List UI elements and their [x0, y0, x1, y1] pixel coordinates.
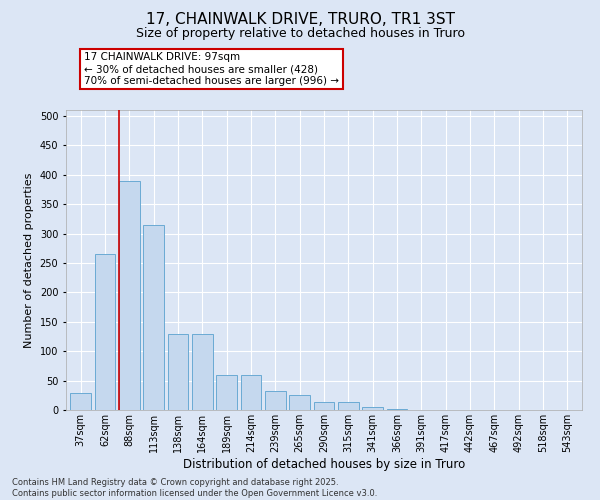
Bar	[241, 374, 262, 410]
Bar	[119, 180, 140, 410]
X-axis label: Distribution of detached houses by size in Truro: Distribution of detached houses by size …	[183, 458, 465, 470]
Bar	[143, 224, 164, 410]
Bar	[192, 334, 212, 410]
Bar	[216, 374, 237, 410]
Text: Contains HM Land Registry data © Crown copyright and database right 2025.
Contai: Contains HM Land Registry data © Crown c…	[12, 478, 377, 498]
Bar	[314, 402, 334, 410]
Bar	[95, 254, 115, 410]
Text: 17, CHAINWALK DRIVE, TRURO, TR1 3ST: 17, CHAINWALK DRIVE, TRURO, TR1 3ST	[146, 12, 455, 28]
Bar	[167, 334, 188, 410]
Bar	[362, 407, 383, 410]
Y-axis label: Number of detached properties: Number of detached properties	[24, 172, 34, 348]
Bar	[338, 402, 359, 410]
Text: Size of property relative to detached houses in Truro: Size of property relative to detached ho…	[136, 28, 464, 40]
Bar	[70, 393, 91, 410]
Bar	[265, 390, 286, 410]
Bar	[289, 396, 310, 410]
Text: 17 CHAINWALK DRIVE: 97sqm
← 30% of detached houses are smaller (428)
70% of semi: 17 CHAINWALK DRIVE: 97sqm ← 30% of detac…	[84, 52, 339, 86]
